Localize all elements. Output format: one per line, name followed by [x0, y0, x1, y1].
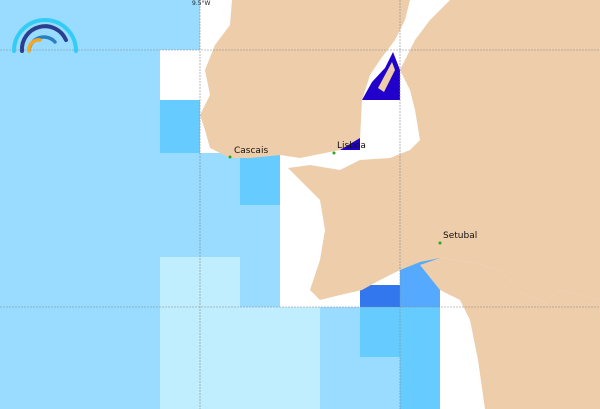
place-label-lisboa: Lisboa [337, 141, 366, 151]
place-label-setubal: Setubal [443, 231, 478, 241]
estuary [340, 52, 400, 150]
place-markers [228, 151, 442, 245]
graticule-label: 9.5°W [192, 0, 211, 7]
place-label-cascais: Cascais [234, 146, 269, 156]
wave-arc-logo [12, 18, 78, 53]
